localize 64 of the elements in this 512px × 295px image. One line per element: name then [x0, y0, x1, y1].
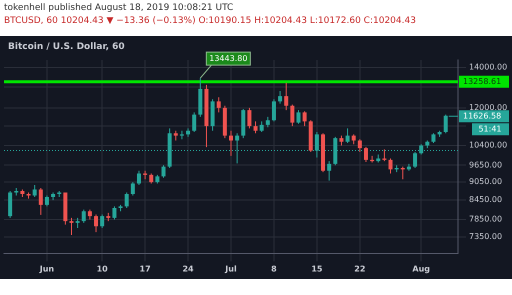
x-tick-label: Jul	[224, 264, 237, 274]
candlestick	[32, 184, 37, 198]
candlestick	[82, 209, 86, 224]
candlestick	[382, 148, 386, 162]
candlestick	[174, 130, 178, 142]
candlestick	[216, 96, 221, 113]
y-tick-label: 10400.00	[469, 140, 508, 150]
annotation: 13443.80	[209, 54, 248, 64]
ref-line-label: 13258.61	[463, 76, 502, 86]
x-tick-label: Jun	[38, 264, 54, 274]
y-tick-label: 8450.00	[469, 195, 502, 204]
candlestick	[388, 158, 393, 174]
candlestick	[400, 166, 405, 180]
chart-subtitle: tokenhell published August 18, 2019 10:08:21 UTC	[4, 3, 234, 13]
y-tick-label: 9650.00	[469, 160, 502, 170]
candlestick	[162, 164, 166, 178]
candlestick	[100, 214, 104, 228]
y-tick-label: 12000.00	[469, 103, 508, 112]
candlestick	[76, 217, 80, 228]
x-tick-label: 24	[182, 264, 194, 274]
x-tick-label: 10	[96, 264, 108, 274]
candlestick	[346, 128, 350, 144]
y-tick-label: 7350.00	[469, 232, 502, 241]
candlestick	[327, 160, 332, 182]
candlestick	[149, 173, 154, 184]
y-tick-label: 7850.00	[469, 214, 502, 224]
candlestick	[272, 98, 276, 122]
candlestick	[358, 138, 362, 152]
candlestick	[130, 182, 135, 196]
text: 51:41	[478, 124, 502, 134]
candlestick	[364, 146, 368, 162]
candlestick	[44, 195, 49, 207]
candlestick	[278, 90, 282, 104]
candlestick	[112, 206, 116, 220]
chart-title: Bitcoin / U.S. Dollar, 60	[8, 42, 125, 52]
x-tick-label: 15	[311, 264, 323, 274]
candlestick	[302, 110, 307, 127]
candlestick	[284, 82, 288, 111]
candlestick	[136, 170, 141, 186]
candlestick	[94, 214, 98, 233]
candlestick	[192, 112, 196, 132]
candlestick	[69, 217, 74, 236]
x-tick-label: 8	[271, 264, 278, 274]
y-tick-label: 14000.00	[469, 62, 508, 72]
x-tick-label: Aug	[412, 264, 430, 274]
y-tick-label: 9050.00	[469, 177, 502, 186]
candlestick	[266, 116, 270, 128]
candlestick	[124, 192, 129, 209]
text: BTCUSD, 60 10204.43 ▼ −13.36 (−0.13%) O:10190.15 H:10204.43 L:10172.60 C:10204.43	[4, 16, 417, 26]
x-tick-label: 17	[140, 264, 151, 274]
candlestick	[38, 187, 43, 216]
candlestick	[290, 104, 294, 127]
candlestick	[431, 132, 436, 144]
candlestick	[8, 190, 12, 218]
candlestick	[247, 107, 252, 129]
candlestick	[260, 120, 264, 132]
candlestick	[254, 120, 258, 134]
x-tick-label: 22	[354, 264, 366, 274]
annotation: 11626.58	[463, 111, 502, 120]
candlestick	[88, 209, 92, 220]
candlestick	[229, 130, 233, 156]
candlestick	[339, 135, 344, 146]
candlestick	[352, 134, 356, 145]
candlestick	[296, 110, 300, 124]
